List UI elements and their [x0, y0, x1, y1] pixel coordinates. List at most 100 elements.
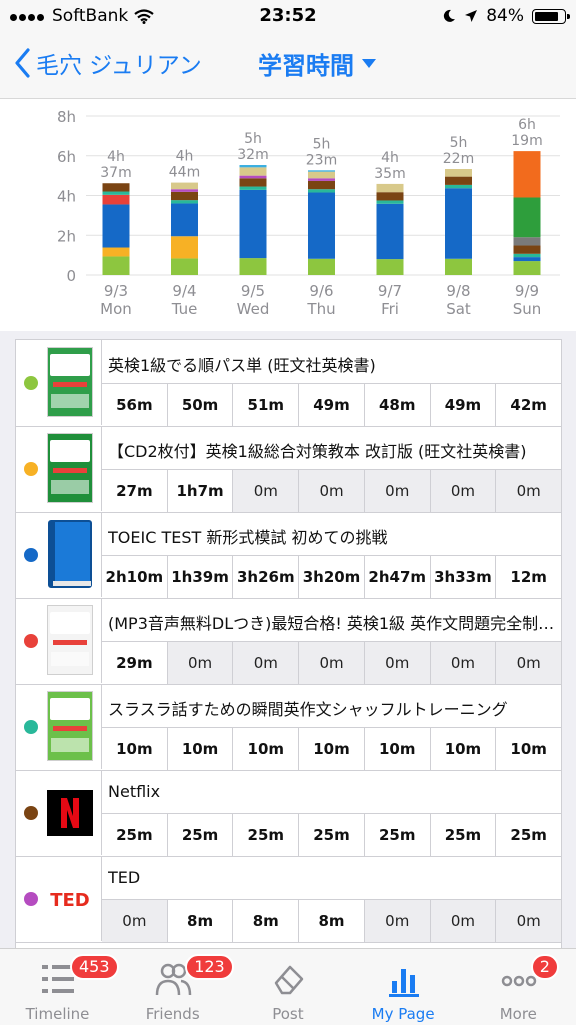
material-title: TOEIC TEST 新形式模試 初めての挑戦: [108, 528, 388, 547]
y-tick-label: 4h: [57, 188, 76, 206]
bar-segment: [102, 256, 130, 275]
daily-time-cell: 10m: [102, 728, 168, 770]
daily-time-cell: 0m: [102, 900, 168, 942]
location-icon: [465, 10, 478, 22]
bar-segment: [102, 194, 130, 205]
daily-time-cell: 8m: [233, 900, 300, 942]
tab-post[interactable]: Post: [230, 949, 345, 1025]
book-cover-5: [47, 691, 93, 761]
daily-time-cell: 10m: [299, 728, 365, 770]
bar-segment: [376, 183, 404, 193]
daily-times: 10m 10m 10m 10m 10m 10m 10m: [102, 727, 561, 770]
bar-segment: [376, 192, 404, 201]
material-row[interactable]: スラスラ話すための瞬間英作文シャッフルトレーニング 10m 10m 10m 10m 10m…: [16, 684, 561, 771]
x-day-label: Wed: [237, 300, 270, 318]
bar-segment: [171, 191, 198, 201]
material-row[interactable]: TED TED 0m 8m 8m 8m 0m 0m 0m: [16, 856, 561, 943]
bar-segment: [102, 247, 130, 257]
bar-total-hours: 4h: [176, 149, 194, 165]
bar-segment: [445, 258, 472, 275]
daily-times: 56m 50m 51m 49m 48m 49m 42m: [102, 383, 561, 426]
tab-my-page[interactable]: My Page: [346, 949, 461, 1025]
daily-time-cell: 0m: [167, 642, 234, 684]
notification-badge: 453: [70, 954, 119, 980]
series-color-dot: [24, 462, 38, 476]
daily-time-cell: 0m: [299, 470, 365, 512]
series-color-dot: [24, 892, 38, 906]
battery-fill: [535, 11, 558, 21]
material-icon-cell: [16, 684, 102, 769]
material-row[interactable]: (MP3音声無料DLつき)最短合格! 英検1級 英作文問題完全制覇 (英検1級 …: [16, 598, 561, 685]
daily-time-cell: 0m: [233, 470, 300, 512]
back-button[interactable]: 毛穴 ジュリアン: [14, 46, 202, 80]
study-time-chart: 0 2h 4h 6h 8h 4h 37m 9/3 Mon 4h 44m 9/4 Tue 5h 32m 9/5 W…: [0, 99, 576, 331]
bar-segment: [239, 258, 267, 275]
x-date-label: 9/5: [241, 282, 265, 300]
bar-segment: [308, 258, 335, 275]
bar-total-hours: 6h: [518, 117, 536, 133]
daily-times: 2h 10m 1h 39m 3h 26m 3h 20m 2h 47m 3h 33m 12m: [102, 555, 561, 598]
material-title: (MP3音声無料DLつき)最短合格! 英検1級 英作文問題完全制覇 (英検1級 …: [108, 614, 556, 633]
book-cover-1: [47, 347, 93, 417]
daily-time-cell: 8m: [299, 900, 365, 942]
period-selector[interactable]: 学習時間: [258, 46, 376, 81]
book-cover-4: [47, 605, 93, 675]
battery-icon: [532, 8, 570, 24]
bar-segment: [308, 192, 335, 259]
material-row[interactable]: Netflix 25m 25m 25m 25m 25m 25m 25m: [16, 770, 561, 857]
notification-badge: 123: [185, 954, 234, 980]
daily-times: 25m 25m 25m 25m 25m 25m 25m: [102, 813, 561, 856]
tab-more[interactable]: More 2: [461, 949, 576, 1025]
tab-timeline[interactable]: Timeline 453: [0, 949, 119, 1025]
daily-time-cell: 0m: [496, 470, 561, 512]
bar-segment: [308, 170, 335, 172]
bar-segment: [171, 258, 198, 275]
material-row[interactable]: 英検1級でる順パス単 (旺文社英検書) 56m 50m 51m 49m 48m 49m 42m: [16, 340, 561, 427]
tab-label: Post: [272, 1005, 304, 1023]
bar-total-hours: 4h: [381, 150, 399, 166]
bar-segment: [513, 253, 541, 258]
bar-segment: [239, 186, 267, 190]
material-row[interactable]: 【CD2枚付】英検1級総合対策教本 改訂版 (旺文社英検書) 27m 1h 7m 0m 0…: [16, 426, 561, 513]
status-bar: SoftBank 23:52 84%: [0, 0, 576, 32]
bar-total-minutes: 37m: [100, 165, 131, 181]
bar-segment: [445, 169, 472, 177]
material-icon-cell: [16, 770, 102, 855]
daily-time-cell: 51m: [233, 384, 300, 426]
bar-total-hours: 5h: [244, 131, 262, 147]
tab-label: Friends: [145, 1005, 200, 1023]
tab-friends[interactable]: Friends 123: [115, 949, 234, 1025]
daily-time-cell: 42m: [496, 384, 561, 426]
series-color-dot: [24, 548, 38, 562]
bar-segment: [513, 151, 541, 198]
y-tick-label: 8h: [57, 108, 76, 126]
bar-segment: [308, 178, 335, 181]
bar-total-minutes: 22m: [443, 151, 474, 167]
material-row[interactable]: TOEIC TEST 新形式模試 初めての挑戦 2h 10m 1h 39m 3h 26m 3h…: [16, 512, 561, 599]
daily-time-cell: 10m: [496, 728, 561, 770]
daily-time-cell: 56m: [102, 384, 168, 426]
material-icon-cell: [16, 340, 102, 425]
netflix-logo: [47, 790, 93, 836]
bar-segment: [171, 182, 198, 190]
daily-times: 0m 8m 8m 8m 0m 0m 0m: [102, 899, 561, 942]
daily-time-cell: 29m: [102, 642, 168, 684]
daily-time-cell: 0m: [430, 642, 497, 684]
notification-badge: 2: [530, 954, 559, 980]
daily-time-cell: 48m: [364, 384, 431, 426]
bar-segment: [445, 188, 472, 259]
tab-label: My Page: [371, 1005, 435, 1023]
daily-time-cell: 0m: [299, 642, 365, 684]
daily-time-cell: 3h 33m: [430, 556, 497, 598]
daily-time-cell: 27m: [102, 470, 168, 512]
bar-total-minutes: 35m: [374, 166, 405, 182]
daily-time-cell: 49m: [299, 384, 365, 426]
bar-segment: [513, 257, 541, 262]
bar-segment: [102, 183, 130, 192]
x-date-label: 9/7: [378, 282, 402, 300]
bar-segment: [171, 189, 198, 192]
stacked-bar-chart: 02h4h6h8h4h37m9/3Mon4h44m9/4Tue5h32m9/5W…: [57, 108, 560, 318]
bar-segment: [239, 175, 267, 179]
bar-segment: [308, 189, 335, 193]
x-day-label: Thu: [306, 300, 335, 318]
